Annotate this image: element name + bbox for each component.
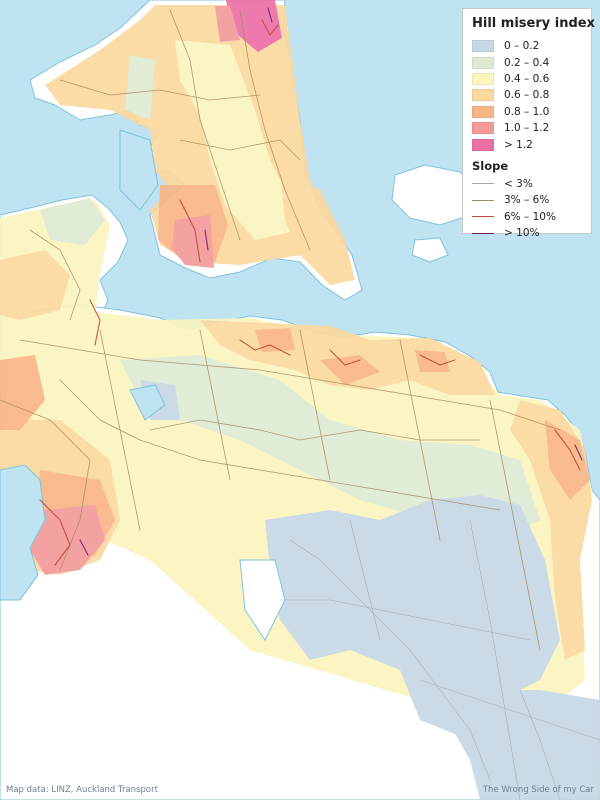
- legend-class-row: 1.0 – 1.2: [472, 120, 583, 136]
- slope-line-swatch: [472, 183, 494, 185]
- slope-label: > 10%: [504, 227, 540, 240]
- legend-class-row: > 1.2: [472, 136, 583, 152]
- cells-west-green: [40, 198, 105, 245]
- slope-title: Slope: [472, 158, 509, 173]
- legend-class-row: 0.2 – 0.4: [472, 54, 583, 70]
- legend-title: Hill misery index: [472, 16, 595, 31]
- cells-isthmus-green: [120, 355, 540, 540]
- cells-isthmus-blue-se: [430, 690, 600, 800]
- legend-swatch: [472, 138, 494, 151]
- road-network: [0, 7, 600, 800]
- misery-class-list: 0 – 0.2 0.2 – 0.4 0.4 – 0.6 0.6 – 0.8 0.…: [472, 38, 583, 153]
- legend-class-row: 0 – 0.2: [472, 38, 583, 54]
- legend-swatch: [472, 72, 494, 85]
- legend-class-label: 0 – 0.2: [504, 40, 540, 53]
- harbour-inlet-west: [0, 464, 46, 601]
- cells-east-peach: [545, 420, 590, 500]
- legend-class-label: 0.2 – 0.4: [504, 56, 550, 69]
- island-small-east: [411, 237, 449, 263]
- cells-isthmus-blue-south: [265, 495, 560, 740]
- cells-north-pink-top: [215, 6, 240, 42]
- slope-line-swatch: [472, 199, 494, 201]
- creek-isthmus: [129, 384, 166, 421]
- author-credit: The Wrong Side of my Car: [482, 785, 594, 795]
- slope-label: 6% – 10%: [504, 210, 556, 223]
- legend-swatch: [472, 122, 494, 135]
- slope-row: 6% – 10%: [472, 209, 583, 225]
- legend-class-row: 0.4 – 0.6: [472, 71, 583, 87]
- slope-row: < 3%: [472, 176, 583, 192]
- legend-swatch: [472, 89, 494, 102]
- cells-north-pink: [172, 215, 214, 268]
- cells-north-green: [125, 55, 155, 120]
- legend-swatch: [472, 56, 494, 69]
- cells-north-yellow: [175, 40, 300, 240]
- legend-class-label: 0.4 – 0.6: [504, 72, 550, 85]
- slope-label: 3% – 6%: [504, 194, 550, 207]
- legend-class-label: 0.6 – 0.8: [504, 89, 550, 102]
- legend-class-label: 0.8 – 1.0: [504, 105, 550, 118]
- creek-south: [239, 559, 286, 641]
- map-data-credit: Map data: LINZ, Auckland Transport: [6, 785, 158, 795]
- slope-label: < 3%: [504, 177, 533, 190]
- legend-class-row: 0.8 – 1.0: [472, 104, 583, 120]
- slope-line-swatch: [472, 216, 494, 218]
- harbour-inlet-north: [119, 129, 159, 211]
- legend-swatch: [472, 105, 494, 118]
- slope-line-swatch: [472, 232, 494, 234]
- water-features: [0, 129, 479, 641]
- slope-row: > 10%: [472, 225, 583, 241]
- slope-class-list: < 3% 3% – 6% 6% – 10% > 10%: [472, 176, 583, 242]
- cells-north-east-orange: [280, 170, 355, 285]
- legend-class-row: 0.6 – 0.8: [472, 87, 583, 103]
- legend-class-label: 1.0 – 1.2: [504, 122, 550, 135]
- cells-west-peach: [0, 355, 45, 430]
- legend-swatch: [472, 40, 494, 53]
- cells-north-magenta-top: [226, 0, 282, 52]
- slope-row: 3% – 6%: [472, 192, 583, 208]
- legend: Hill misery index 0 – 0.2 0.2 – 0.4 0.4 …: [462, 8, 595, 239]
- legend-class-label: > 1.2: [504, 138, 533, 151]
- cells-isthmus-peach-spots: [255, 328, 450, 385]
- cells-west-orange: [0, 250, 70, 320]
